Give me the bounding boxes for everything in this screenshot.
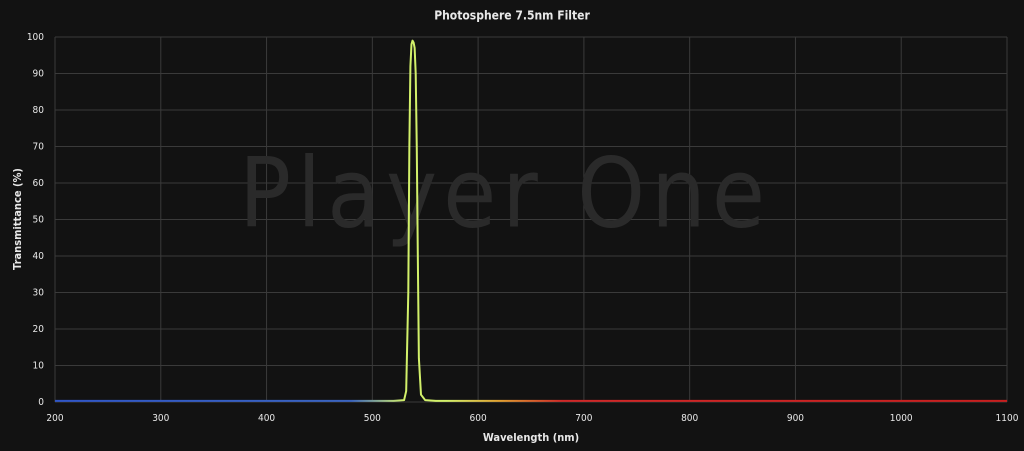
y-tick-label: 80 bbox=[33, 105, 45, 116]
y-tick-label: 0 bbox=[38, 397, 44, 408]
x-tick-label: 500 bbox=[364, 413, 381, 424]
x-tick-label: 1100 bbox=[996, 413, 1019, 424]
x-axis-label: Wavelength (nm) bbox=[483, 431, 579, 444]
y-tick-label: 60 bbox=[33, 178, 45, 189]
x-tick-label: 300 bbox=[152, 413, 169, 424]
y-tick-label: 20 bbox=[33, 324, 45, 335]
x-tick-label: 900 bbox=[787, 413, 804, 424]
x-tick-label: 700 bbox=[575, 413, 592, 424]
y-tick-label: 10 bbox=[33, 361, 45, 372]
chart-title: Photosphere 7.5nm Filter bbox=[434, 9, 590, 23]
x-tick-label: 800 bbox=[681, 413, 698, 424]
x-tick-label: 600 bbox=[470, 413, 487, 424]
y-tick-label: 70 bbox=[33, 142, 45, 153]
x-tick-label: 400 bbox=[258, 413, 275, 424]
x-tick-label: 200 bbox=[46, 413, 63, 424]
y-tick-label: 40 bbox=[33, 251, 45, 262]
series-line bbox=[55, 39, 1007, 402]
y-tick-label: 30 bbox=[33, 288, 45, 299]
y-tick-label: 90 bbox=[33, 69, 45, 80]
watermark: Player One bbox=[239, 137, 771, 249]
y-tick-label: 100 bbox=[27, 32, 44, 43]
x-tick-label: 1000 bbox=[890, 413, 913, 424]
y-axis-label: Transmittance (%) bbox=[11, 168, 24, 270]
y-tick-label: 50 bbox=[33, 215, 45, 226]
